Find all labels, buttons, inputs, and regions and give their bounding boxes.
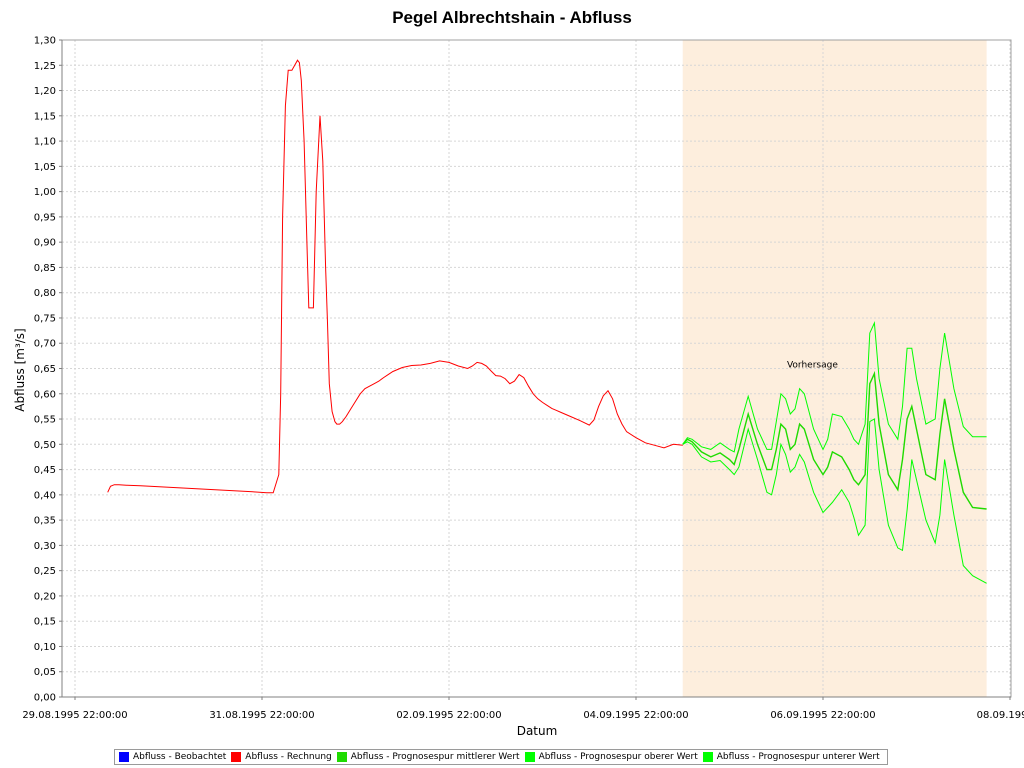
x-tick-label: 31.08.1995 22:00:00 bbox=[209, 710, 314, 721]
x-tick-label: 29.08.1995 22:00:00 bbox=[22, 710, 127, 721]
legend-swatch-oberer bbox=[524, 752, 535, 762]
y-tick-label: 0,20 bbox=[34, 591, 56, 602]
y-tick-label: 0,55 bbox=[34, 415, 56, 426]
y-tick-label: 1,25 bbox=[34, 61, 56, 72]
chart-title: Pegel Albrechtshain - Abfluss bbox=[392, 8, 632, 27]
legend-label-oberer: Abfluss - Prognosespur oberer Wert bbox=[538, 752, 698, 762]
series-line-abfluss-rechnung bbox=[107, 59, 683, 494]
y-tick-label: 0,75 bbox=[34, 313, 56, 324]
y-tick-label: 0,65 bbox=[34, 364, 56, 375]
legend-item-rechnung: Abfluss - Rechnung bbox=[231, 752, 332, 762]
legend-item-unterer: Abfluss - Prognosespur unterer Wert bbox=[702, 752, 880, 762]
legend-item-beobachtet: Abfluss - Beobachtet bbox=[119, 752, 226, 762]
series-line-abfluss-prognosespur-unterer-wert bbox=[682, 418, 987, 584]
y-tick-label: 0,10 bbox=[34, 642, 56, 653]
legend-label-beobachtet: Abfluss - Beobachtet bbox=[133, 752, 227, 762]
y-tick-label: 0,85 bbox=[34, 263, 56, 274]
series-line-abfluss-prognosespur-oberer-wert bbox=[682, 321, 987, 453]
y-tick-label: 0,45 bbox=[34, 465, 56, 476]
x-tick-label: 08.09.1995 2 bbox=[977, 710, 1024, 721]
y-tick-label: 1,10 bbox=[34, 137, 56, 148]
x-axis-label: Datum bbox=[517, 724, 558, 738]
legend-swatch-rechnung bbox=[231, 752, 242, 762]
x-tick-label: 02.09.1995 22:00:00 bbox=[396, 710, 501, 721]
y-tick-label: 0,05 bbox=[34, 667, 56, 678]
series-line-abfluss-prognosespur-mittlerer-wert bbox=[682, 370, 987, 510]
legend-swatch-unterer bbox=[702, 752, 713, 762]
y-tick-label: 0,50 bbox=[34, 440, 56, 451]
legend-label-mittlerer: Abfluss - Prognosespur mittlerer Wert bbox=[350, 752, 520, 762]
y-tick-label: 0,00 bbox=[34, 693, 56, 704]
y-tick-label: 0,80 bbox=[34, 288, 56, 299]
y-tick-label: 0,95 bbox=[34, 212, 56, 223]
legend-item-mittlerer: Abfluss - Prognosespur mittlerer Wert bbox=[336, 752, 520, 762]
y-tick-label: 1,05 bbox=[34, 162, 56, 173]
y-tick-label: 1,00 bbox=[34, 187, 56, 198]
y-tick-label: 0,25 bbox=[34, 566, 56, 577]
x-tick-label: 04.09.1995 22:00:00 bbox=[583, 710, 688, 721]
y-tick-label: 0,90 bbox=[34, 238, 56, 249]
y-tick-label: 0,60 bbox=[34, 389, 56, 400]
y-tick-label: 1,30 bbox=[34, 36, 56, 47]
legend-swatch-mittlerer bbox=[336, 752, 347, 762]
legend-label-unterer: Abfluss - Prognosespur unterer Wert bbox=[716, 752, 880, 762]
legend-swatch-beobachtet bbox=[119, 752, 129, 762]
chart-legend: Abfluss - Beobachtet Abfluss - Rechnung … bbox=[114, 749, 888, 765]
y-tick-label: 0,40 bbox=[34, 490, 56, 501]
y-tick-label: 0,15 bbox=[34, 617, 56, 628]
y-tick-label: 1,15 bbox=[34, 111, 56, 122]
forecast-label: Vorhersage bbox=[787, 360, 838, 370]
y-tick-label: 0,30 bbox=[34, 541, 56, 552]
y-axis-label: Abfluss [m³/s] bbox=[13, 328, 27, 411]
y-tick-label: 0,70 bbox=[34, 339, 56, 350]
y-tick-label: 0,35 bbox=[34, 516, 56, 527]
y-tick-label: 1,20 bbox=[34, 86, 56, 97]
legend-label-rechnung: Abfluss - Rechnung bbox=[245, 752, 332, 762]
x-tick-label: 06.09.1995 22:00:00 bbox=[770, 710, 875, 721]
legend-item-oberer: Abfluss - Prognosespur oberer Wert bbox=[524, 752, 698, 762]
